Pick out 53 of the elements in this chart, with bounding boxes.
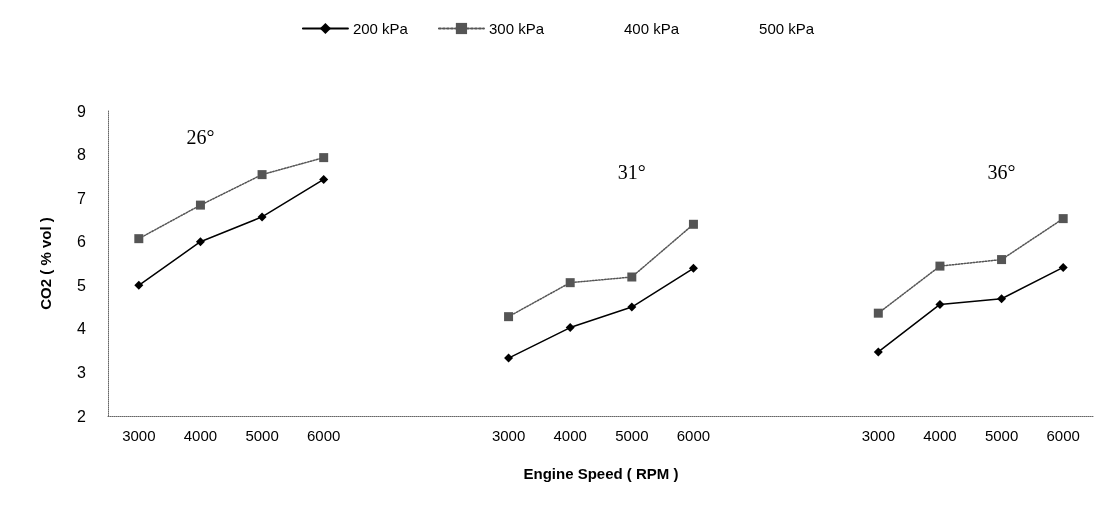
point bbox=[565, 323, 575, 333]
point bbox=[997, 255, 1007, 265]
legend-label: 200 kPa bbox=[352, 20, 409, 37]
legend-label: 300 kPa bbox=[488, 20, 545, 37]
y-tick-label: 8 bbox=[77, 146, 87, 164]
x-tick-label: 6000 bbox=[676, 427, 711, 444]
point bbox=[1058, 214, 1068, 224]
x-tick-label: 5000 bbox=[245, 427, 279, 444]
point bbox=[565, 278, 575, 288]
x-tick-label: 4000 bbox=[183, 427, 218, 444]
text: 400 kPa bbox=[624, 20, 680, 37]
x-axis-title: Engine Speed ( RPM ) bbox=[523, 465, 679, 482]
point bbox=[319, 174, 329, 184]
point bbox=[134, 280, 144, 290]
annotation: 36° bbox=[987, 161, 1016, 183]
point bbox=[1058, 262, 1068, 272]
x-tick-label: 6000 bbox=[307, 427, 341, 444]
point bbox=[134, 234, 144, 244]
point bbox=[873, 347, 883, 357]
y-tick-label: 4 bbox=[77, 320, 87, 338]
point bbox=[627, 302, 637, 312]
point bbox=[504, 353, 514, 363]
x-tick-label: 4000 bbox=[553, 427, 587, 444]
x-tick-label: 3000 bbox=[491, 427, 526, 444]
text: 500 kPa bbox=[759, 20, 815, 37]
point bbox=[195, 200, 205, 210]
point bbox=[997, 294, 1007, 304]
y-axis-title: CO2 ( % vol ) bbox=[37, 217, 54, 310]
y-tick-label: 2 bbox=[77, 407, 87, 425]
y-tick-label: 7 bbox=[77, 189, 87, 207]
point bbox=[319, 153, 329, 163]
x-tick-label: 5000 bbox=[984, 427, 1019, 444]
y-tick-label: 6 bbox=[77, 233, 87, 251]
x-tick-label: 5000 bbox=[615, 427, 649, 444]
x-tick-label: 4000 bbox=[923, 427, 957, 444]
annotation: 26° bbox=[186, 126, 215, 149]
point bbox=[504, 312, 514, 322]
y-tick-label: 5 bbox=[77, 276, 87, 294]
point bbox=[257, 212, 267, 222]
point bbox=[688, 263, 698, 273]
y-tick-label: 9 bbox=[77, 102, 87, 120]
y-tick-label: 3 bbox=[77, 363, 87, 381]
x-tick-label: 3000 bbox=[122, 427, 156, 444]
point bbox=[195, 237, 205, 247]
point bbox=[257, 170, 267, 180]
point bbox=[627, 272, 637, 282]
point bbox=[935, 299, 945, 309]
annotation: 31° bbox=[617, 161, 646, 183]
x-tick-label: 3000 bbox=[861, 427, 895, 444]
point bbox=[935, 261, 945, 271]
point bbox=[688, 219, 698, 229]
point bbox=[873, 308, 883, 318]
x-tick-label: 6000 bbox=[1046, 427, 1080, 444]
